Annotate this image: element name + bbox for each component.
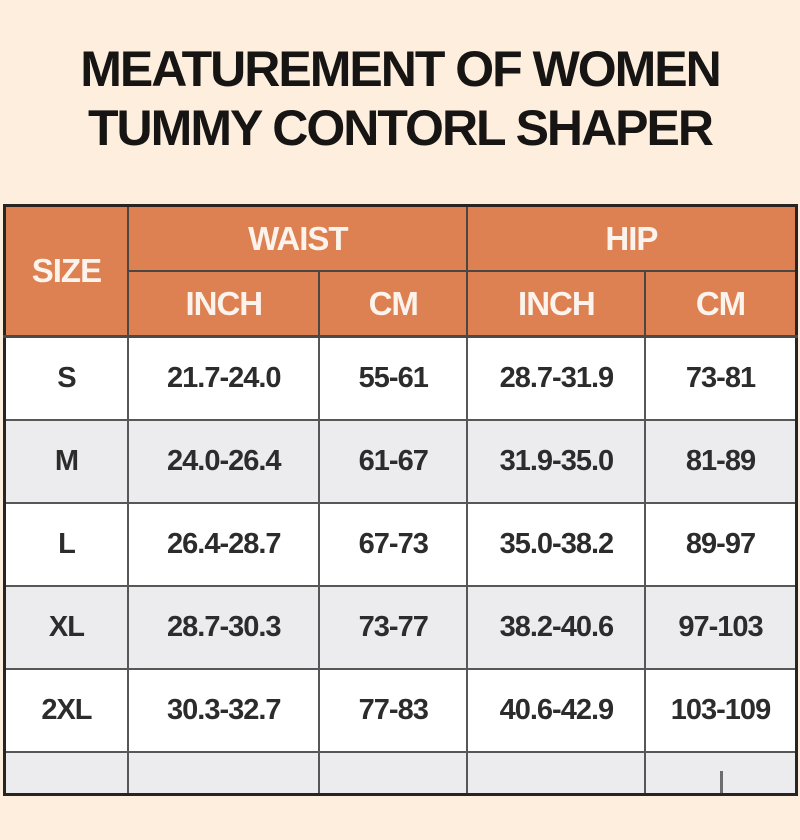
- partial-cell: [644, 751, 797, 796]
- partial-cutoff-row: [2, 751, 797, 796]
- header-hip-cell: HIP: [466, 204, 797, 272]
- table-row-2xl: 2XL 30.3-32.7 77-83 40.6-42.9 103-109: [2, 668, 797, 753]
- header-waist-cm-cell: CM: [318, 270, 469, 338]
- header-group-row: SIZE WAIST HIP: [2, 204, 797, 338]
- page-title: MEATUREMENT OF WOMEN TUMMY CONTORL SHAPE…: [0, 40, 800, 157]
- table-row-xl: XL 28.7-30.3 73-77 38.2-40.6 97-103: [2, 585, 797, 670]
- header-waist-inch-cell: INCH: [127, 270, 321, 338]
- waist-inch-cell: 28.7-30.3: [127, 585, 321, 670]
- waist-inch-cell: 21.7-24.0: [127, 335, 321, 421]
- table-row-s: S 21.7-24.0 55-61 28.7-31.9 73-81: [2, 335, 797, 421]
- hip-cm-cell: 89-97: [644, 502, 797, 587]
- hip-inch-cell: 31.9-35.0: [466, 419, 647, 504]
- size-cell: XL: [2, 585, 130, 670]
- hip-cm-cell: 81-89: [644, 419, 797, 504]
- partial-cell: [466, 751, 647, 796]
- header-waist-cell: WAIST: [127, 204, 469, 272]
- hip-cm-cell: 73-81: [644, 335, 797, 421]
- hip-inch-cell: 40.6-42.9: [466, 668, 647, 753]
- size-chart-table: SIZE WAIST HIP INCH CM INCH CM S 21.7-24…: [2, 204, 798, 796]
- hip-cm-cell: 97-103: [644, 585, 797, 670]
- size-cell: M: [2, 419, 130, 504]
- waist-cm-cell: 67-73: [318, 502, 469, 587]
- waist-inch-cell: 24.0-26.4: [127, 419, 321, 504]
- partial-cell: [318, 751, 469, 796]
- hip-inch-cell: 35.0-38.2: [466, 502, 647, 587]
- page-title-line-1: MEATUREMENT OF WOMEN: [80, 41, 722, 97]
- header-hip-cm-cell: CM: [644, 270, 797, 338]
- header-size-cell: SIZE: [2, 204, 130, 338]
- hip-inch-cell: 38.2-40.6: [466, 585, 647, 670]
- partial-cell: [2, 751, 130, 796]
- waist-cm-cell: 77-83: [318, 668, 469, 753]
- size-cell: L: [2, 502, 130, 587]
- header-unit-row: INCH CM INCH CM: [4, 270, 797, 338]
- table-row-m: M 24.0-26.4 61-67 31.9-35.0 81-89: [2, 419, 797, 504]
- waist-cm-cell: 55-61: [318, 335, 469, 421]
- waist-cm-cell: 73-77: [318, 585, 469, 670]
- size-cell: S: [2, 335, 130, 421]
- hip-inch-cell: 28.7-31.9: [466, 335, 647, 421]
- hip-cm-cell: 103-109: [644, 668, 797, 753]
- partial-digit-stroke: [720, 771, 724, 793]
- partial-cell: [127, 751, 321, 796]
- header-hip-inch-cell: INCH: [466, 270, 647, 338]
- waist-cm-cell: 61-67: [318, 419, 469, 504]
- table-row-l: L 26.4-28.7 67-73 35.0-38.2 89-97: [2, 502, 797, 587]
- size-cell: 2XL: [2, 668, 130, 753]
- page-title-line-2: TUMMY CONTORL SHAPER: [88, 99, 714, 156]
- waist-inch-cell: 26.4-28.7: [127, 502, 321, 587]
- waist-inch-cell: 30.3-32.7: [127, 668, 321, 753]
